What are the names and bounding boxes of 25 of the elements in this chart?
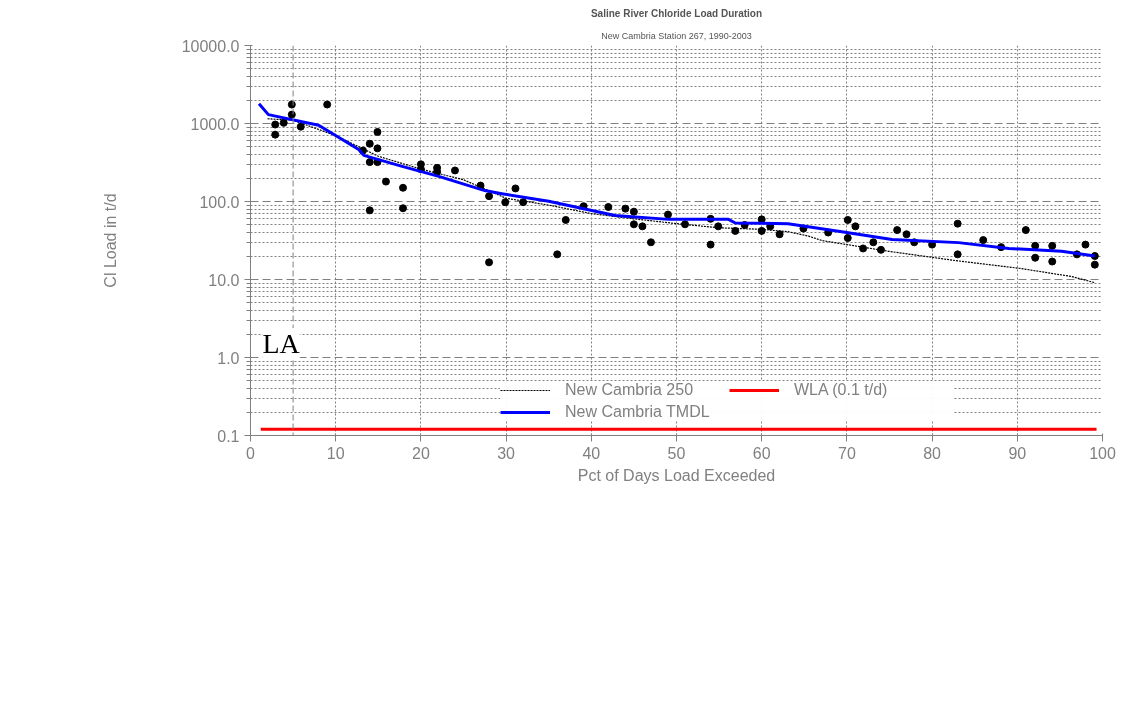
x-tick-label: 40 [582, 444, 601, 462]
x-tick-label: 50 [667, 444, 686, 462]
annotation: LA [262, 328, 301, 359]
y-tick-label: 10.0 [208, 271, 240, 289]
legend-label: WLA (0.1 t/d) [794, 381, 889, 399]
x-tick-label: 90 [1008, 444, 1027, 462]
x-tick-label: 10 [326, 444, 345, 462]
chart-title: Saline River Chloride Load Duration [590, 7, 763, 19]
x-tick-label: 20 [412, 444, 430, 462]
x-tick-label: 60 [752, 444, 771, 462]
y-tick-label: 0.1 [217, 427, 240, 445]
x-axis-title: Pct of Days Load Exceeded [577, 466, 776, 484]
y-tick-label: 10000.0 [181, 37, 240, 55]
y-tick-label: 100.0 [199, 193, 240, 211]
legend-label: New Cambria TMDL [565, 403, 711, 421]
x-tick-label: 70 [838, 444, 856, 462]
legend-label: New Cambria 250 [565, 381, 695, 399]
x-tick-label: 30 [497, 444, 516, 462]
x-tick-label: 0 [246, 444, 256, 462]
y-tick-label: 1.0 [217, 349, 240, 367]
x-tick-label: 100 [1089, 444, 1116, 462]
chart-subtitle: New Cambria Station 267, 1990-2003 [601, 30, 752, 41]
x-tick-label: 80 [923, 444, 942, 462]
y-axis-title: Cl Load in t/d [101, 193, 119, 288]
y-tick-label: 1000.0 [190, 115, 240, 133]
